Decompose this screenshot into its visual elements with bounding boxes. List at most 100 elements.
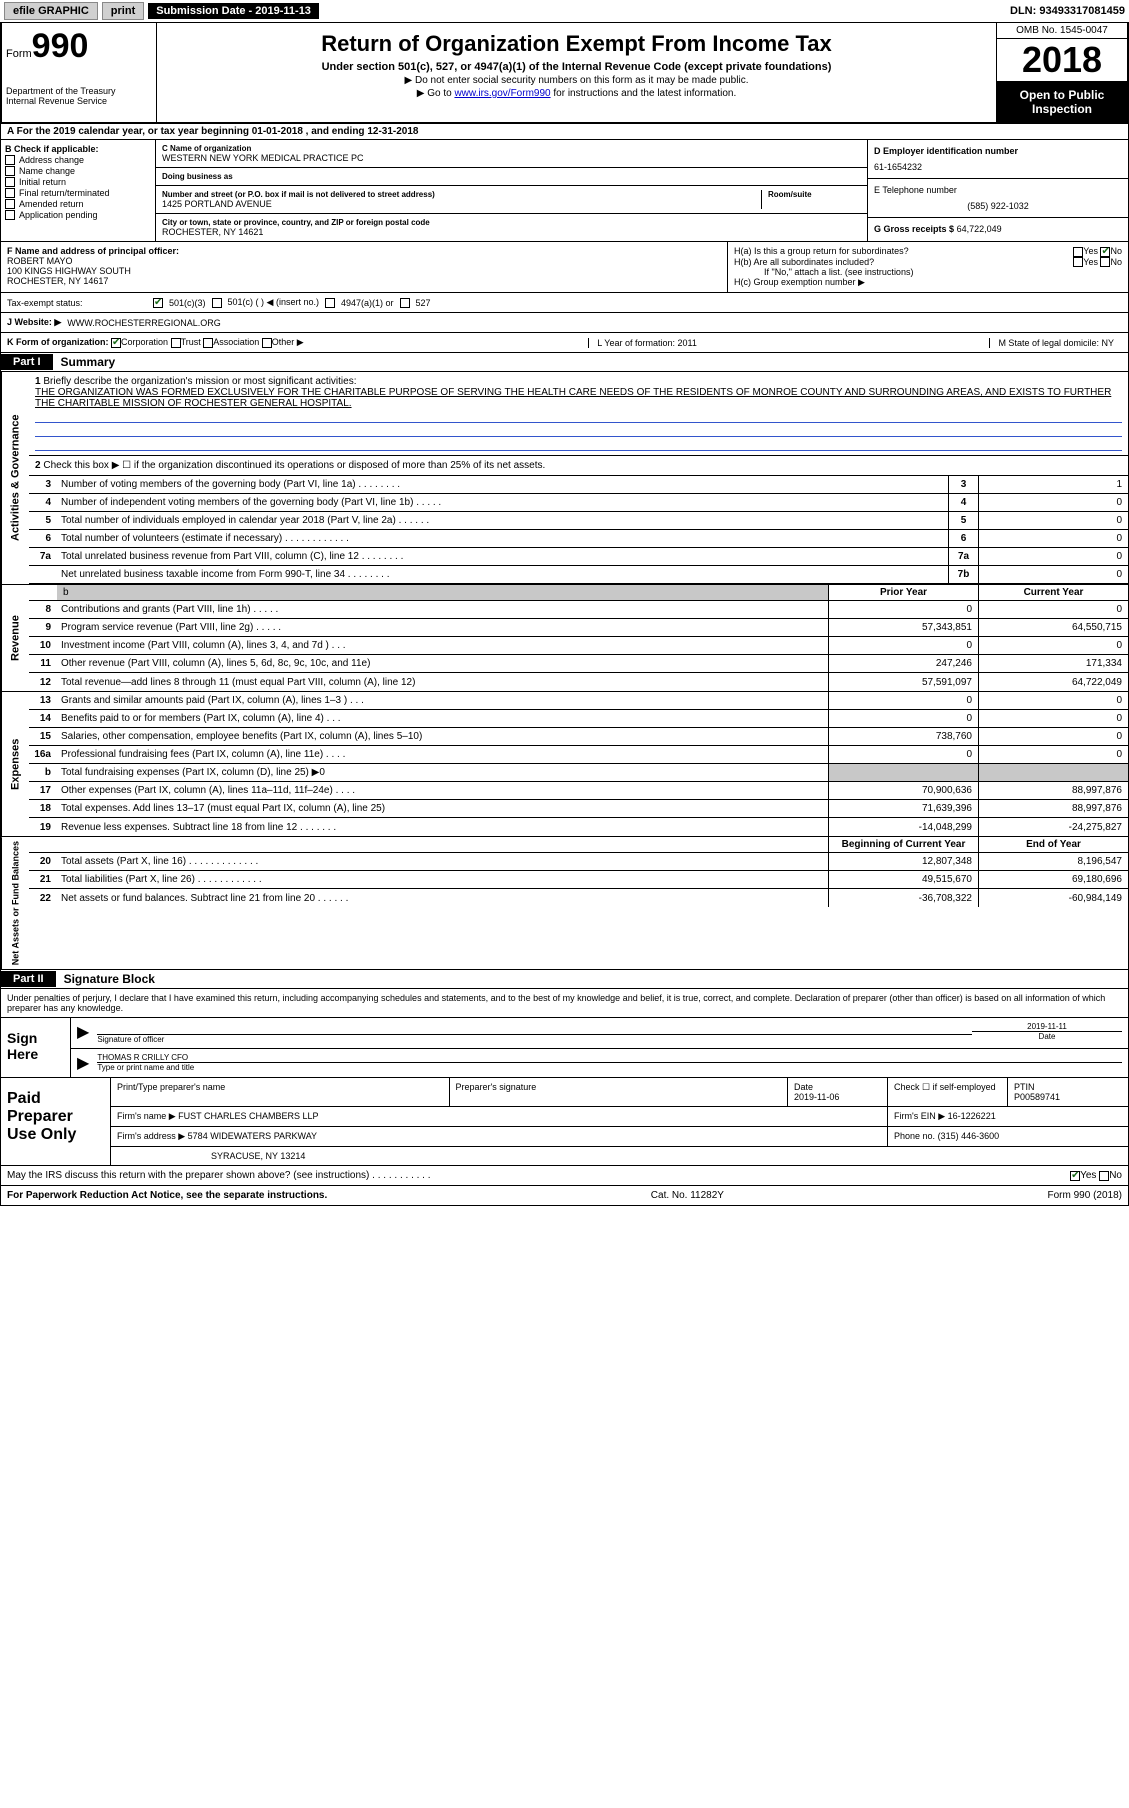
irs-link[interactable]: www.irs.gov/Form990: [454, 88, 550, 99]
chk-initial-return[interactable]: Initial return: [5, 177, 151, 187]
table-row: 19Revenue less expenses. Subtract line 1…: [29, 818, 1128, 836]
part2-header: Part II Signature Block: [0, 970, 1129, 989]
opt-other: Other ▶: [272, 337, 304, 347]
tax-exempt-row: Tax-exempt status: 501(c)(3) 501(c) ( ) …: [0, 293, 1129, 313]
firm-ein-label: Firm's EIN ▶: [894, 1111, 945, 1121]
hdr-eoy: End of Year: [978, 837, 1128, 852]
part1-header: Part I Summary: [0, 353, 1129, 372]
org-name-cell: C Name of organization WESTERN NEW YORK …: [156, 140, 867, 168]
opt-assoc: Association: [213, 337, 259, 347]
chk-app-pending[interactable]: Application pending: [5, 210, 151, 220]
discuss-yes[interactable]: [1070, 1171, 1080, 1181]
hc-label: H(c) Group exemption number ▶: [734, 277, 1122, 288]
footer-mid: Cat. No. 11282Y: [651, 1190, 724, 1201]
table-row: 21Total liabilities (Part X, line 26) . …: [29, 871, 1128, 889]
table-row: 6Total number of volunteers (estimate if…: [29, 530, 1128, 548]
form-word: Form: [6, 48, 32, 60]
mission-block: 1 Briefly describe the organization's mi…: [29, 372, 1128, 456]
efile-label: efile GRAPHIC: [4, 2, 98, 20]
table-row: 17Other expenses (Part IX, column (A), l…: [29, 782, 1128, 800]
chk-corp[interactable]: [111, 338, 121, 348]
chk-final-return[interactable]: Final return/terminated: [5, 188, 151, 198]
dba-cell: Doing business as: [156, 168, 867, 186]
table-row: 20Total assets (Part X, line 16) . . . .…: [29, 853, 1128, 871]
revenue-section: Revenue b Prior Year Current Year 8Contr…: [0, 585, 1129, 692]
arrow-icon: ▶: [77, 1022, 89, 1044]
hb-label: H(b) Are all subordinates included?: [734, 257, 874, 268]
sig-officer-label: Signature of officer: [97, 1034, 972, 1044]
chk-4947[interactable]: [325, 298, 335, 308]
ha-label: H(a) Is this a group return for subordin…: [734, 246, 909, 257]
officer-addr: 100 KINGS HIGHWAY SOUTH ROCHESTER, NY 14…: [7, 266, 721, 286]
phone-cell: E Telephone number (585) 922-1032: [868, 179, 1128, 218]
table-row: 11Other revenue (Part VIII, column (A), …: [29, 655, 1128, 673]
chk-label: Application pending: [19, 210, 98, 220]
phone-label: E Telephone number: [874, 185, 1122, 195]
ha-yes[interactable]: [1073, 247, 1083, 257]
table-row: 18Total expenses. Add lines 13–17 (must …: [29, 800, 1128, 818]
chk-other[interactable]: [262, 338, 272, 348]
part2-badge: Part II: [1, 971, 56, 987]
col-deg: D Employer identification number 61-1654…: [868, 140, 1128, 241]
table-row: 9Program service revenue (Part VIII, lin…: [29, 619, 1128, 637]
col-c: C Name of organization WESTERN NEW YORK …: [156, 140, 868, 241]
room-label: Room/suite: [768, 190, 861, 199]
officer-cell: F Name and address of principal officer:…: [1, 242, 728, 292]
opt-trust: Trust: [181, 337, 201, 347]
hdr-prior: Prior Year: [828, 585, 978, 600]
row-a: A For the 2019 calendar year, or tax yea…: [0, 124, 1129, 140]
section-bc: B Check if applicable: Address change Na…: [0, 140, 1129, 242]
ptin-hdr: PTIN: [1014, 1082, 1035, 1092]
activities-section: Activities & Governance 1 Briefly descri…: [0, 372, 1129, 585]
opt-4947: 4947(a)(1) or: [341, 298, 394, 308]
chk-501c3[interactable]: [153, 298, 163, 308]
chk-address-change[interactable]: Address change: [5, 155, 151, 165]
rev-header: b Prior Year Current Year: [29, 585, 1128, 601]
top-bar: efile GRAPHIC print Submission Date - 20…: [0, 0, 1129, 23]
k-label: K Form of organization:: [7, 337, 109, 347]
chk-amended[interactable]: Amended return: [5, 199, 151, 209]
chk-assoc[interactable]: [203, 338, 213, 348]
prep-self-emp: Check ☐ if self-employed: [888, 1078, 1008, 1106]
officer-name: ROBERT MAYO: [7, 256, 721, 266]
officer-label: F Name and address of principal officer:: [7, 246, 721, 256]
print-button[interactable]: print: [102, 2, 144, 20]
dba-label: Doing business as: [162, 172, 861, 181]
name-label: Type or print name and title: [97, 1062, 1122, 1072]
firm-addr-label: Firm's address ▶: [117, 1131, 185, 1141]
city-label: City or town, state or province, country…: [162, 218, 861, 227]
discuss-row: May the IRS discuss this return with the…: [0, 1166, 1129, 1186]
addr-value: 1425 PORTLAND AVENUE: [162, 199, 761, 209]
org-name-label: C Name of organization: [162, 144, 861, 153]
sign-here-label: Sign Here: [1, 1018, 71, 1077]
chk-name-change[interactable]: Name change: [5, 166, 151, 176]
hb-no[interactable]: [1100, 257, 1110, 267]
form-subtitle: Under section 501(c), 527, or 4947(a)(1)…: [165, 61, 988, 73]
chk-label: Initial return: [19, 177, 66, 187]
hb-yes[interactable]: [1073, 257, 1083, 267]
header-right: OMB No. 1545-0047 2018 Open to Public In…: [997, 23, 1127, 122]
firm-name: FUST CHARLES CHAMBERS LLP: [178, 1111, 318, 1121]
tax-year: 2018: [997, 39, 1127, 82]
chk-527[interactable]: [400, 298, 410, 308]
preparer-block: Paid Preparer Use Only Print/Type prepar…: [0, 1078, 1129, 1166]
hdr-current: Current Year: [978, 585, 1128, 600]
open-public-badge: Open to Public Inspection: [997, 82, 1127, 122]
chk-label: Address change: [19, 155, 84, 165]
discuss-no[interactable]: [1099, 1171, 1109, 1181]
ein-cell: D Employer identification number 61-1654…: [868, 140, 1128, 179]
sig-date: 2019-11-11: [972, 1022, 1122, 1031]
yes-label: Yes: [1083, 257, 1098, 267]
sig-officer-line: ▶ Signature of officer 2019-11-11 Date: [71, 1018, 1128, 1049]
table-row: 8Contributions and grants (Part VIII, li…: [29, 601, 1128, 619]
footer-left: For Paperwork Reduction Act Notice, see …: [7, 1190, 327, 1201]
yes-label: Yes: [1083, 246, 1098, 256]
chk-501c[interactable]: [212, 298, 222, 308]
chk-trust[interactable]: [171, 338, 181, 348]
b-label: B Check if applicable:: [5, 144, 151, 154]
state-domicile: M State of legal domicile: NY: [989, 338, 1122, 348]
submission-date: Submission Date - 2019-11-13: [148, 3, 319, 19]
ha-no[interactable]: [1100, 247, 1110, 257]
addr-cell: Number and street (or P.O. box if mail i…: [156, 186, 867, 214]
prep-name-hdr: Print/Type preparer's name: [111, 1078, 450, 1106]
